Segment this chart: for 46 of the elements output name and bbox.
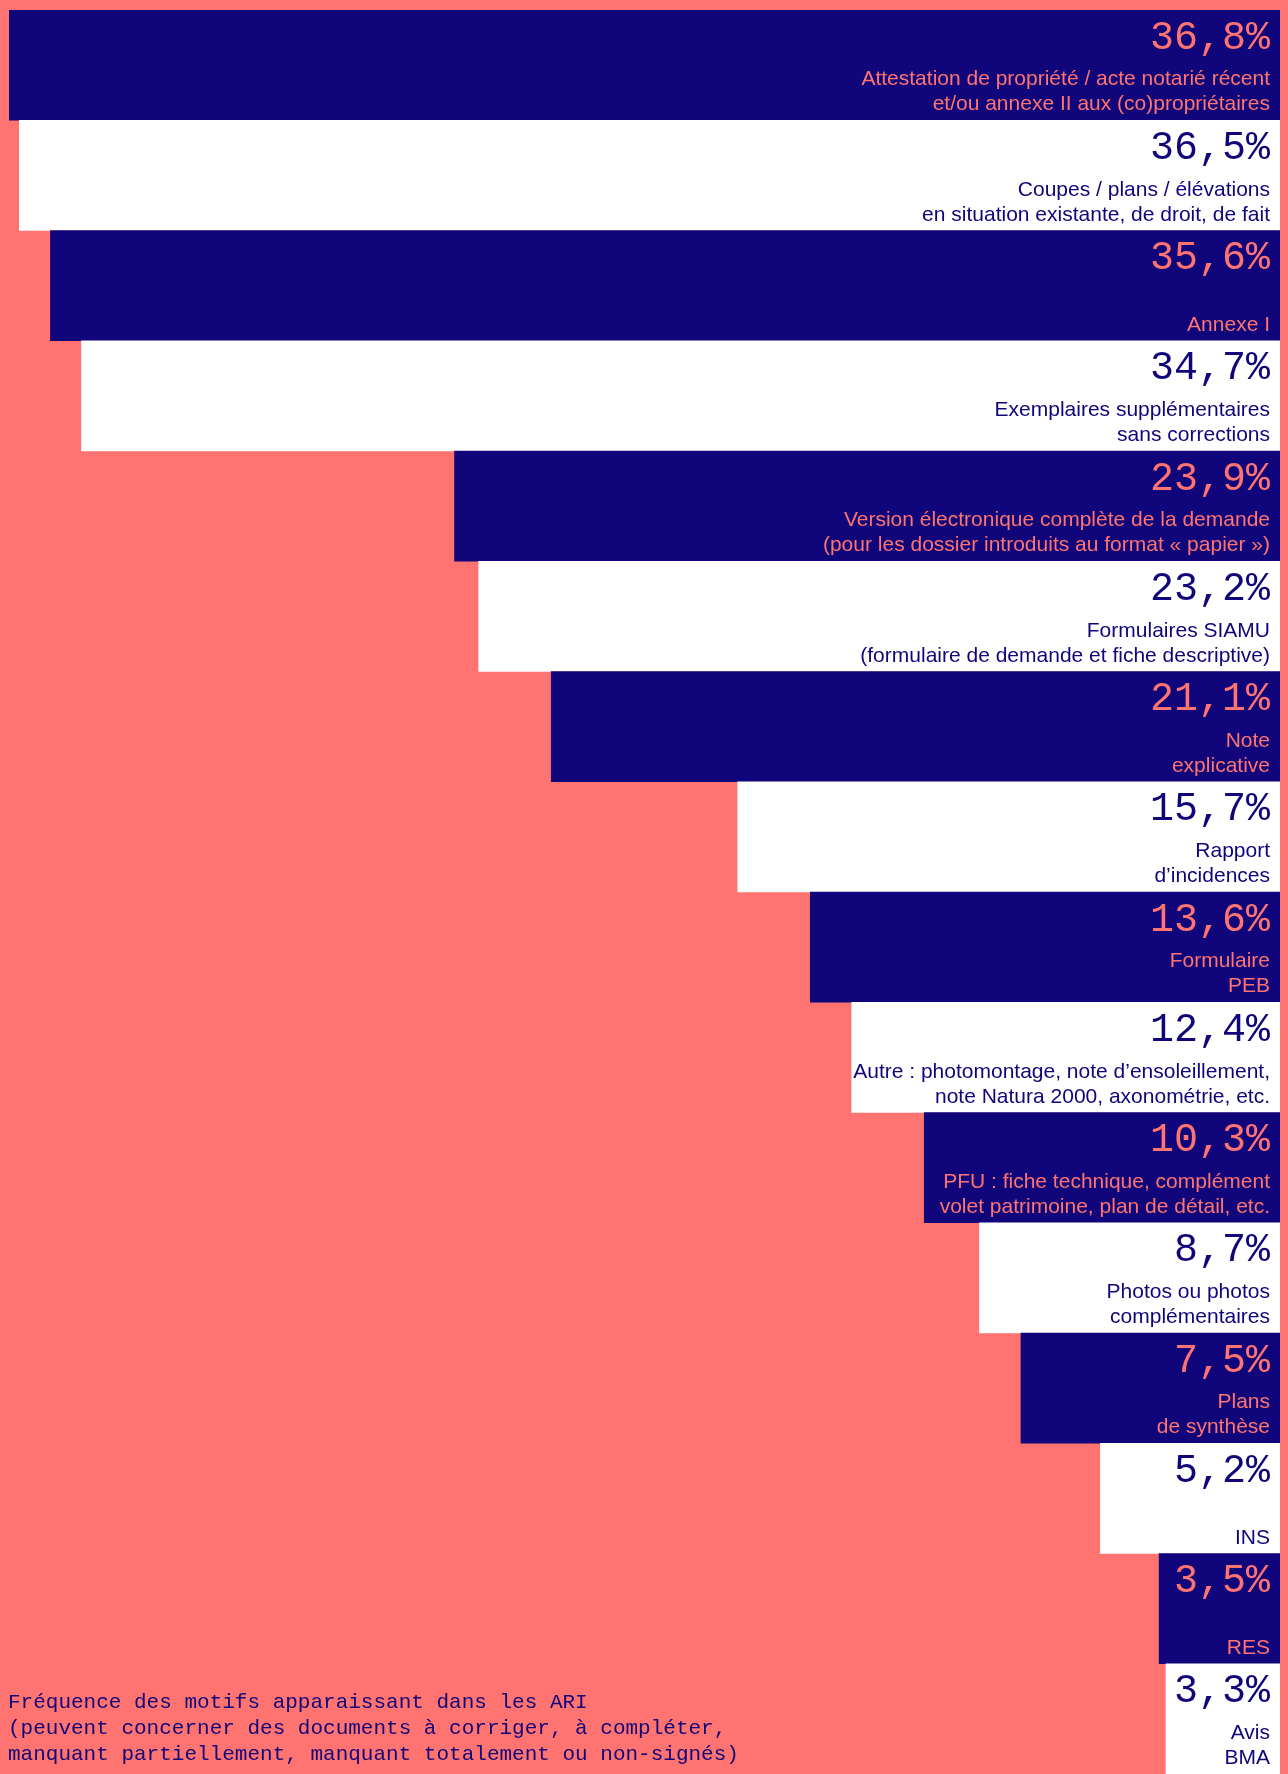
data-label: 12,4% [1149, 1007, 1271, 1053]
bar [19, 119, 1280, 231]
bar [1100, 1442, 1280, 1554]
data-label: 35,6% [1149, 236, 1271, 282]
y-tick-label: Version électronique complète de la demande (pour les dossier introduits au format « papier ») [822, 507, 1270, 556]
data-label: 36,8% [1149, 15, 1271, 61]
y-tick-label: PFU : fiche technique, complément volet patrimoine, plan de détail, etc. [939, 1168, 1271, 1217]
y-tick-label: Plans de synthèse [1156, 1389, 1270, 1438]
data-label: 8,7% [1173, 1228, 1271, 1274]
data-label: 34,7% [1149, 346, 1271, 392]
y-tick-label: Photos ou photos complémentaires [1106, 1279, 1270, 1327]
data-label: 23,9% [1149, 456, 1271, 502]
bar [50, 230, 1280, 342]
bar [1020, 1332, 1280, 1444]
bar [737, 781, 1280, 893]
y-tick-label: Exemplaires supplémentaires sans corrections [994, 397, 1270, 445]
y-tick-label: Coupes / plans / élévations en situation existante, de droit, de fait [922, 176, 1271, 225]
data-label: 7,5% [1173, 1338, 1271, 1384]
bar [81, 340, 1280, 452]
data-label: 15,7% [1149, 787, 1271, 833]
data-label: 3,3% [1173, 1669, 1271, 1715]
y-tick-label: Avis BMA [1224, 1720, 1270, 1768]
data-label: 3,5% [1173, 1559, 1271, 1605]
bar [1158, 1553, 1280, 1665]
y-tick-label: Attestation de propriété / acte notarié récent et/ou annexe II aux (co)propriétaires [861, 66, 1271, 115]
data-label: 21,1% [1149, 677, 1271, 723]
data-label: 36,5% [1149, 125, 1271, 171]
bar [809, 891, 1280, 1003]
bar [478, 560, 1280, 672]
y-tick-label: INS [1234, 1524, 1270, 1548]
y-tick-label: Note explicative [1171, 727, 1270, 776]
data-label: 5,2% [1173, 1448, 1271, 1494]
y-tick-label: RES [1226, 1634, 1270, 1658]
data-label: 10,3% [1149, 1118, 1271, 1164]
bar [454, 450, 1280, 562]
data-label: 23,2% [1149, 566, 1271, 612]
y-tick-label: Autre : photomontage, note d’ensoleillement, note Natura 2000, axonométrie, etc. [853, 1058, 1270, 1107]
bar [9, 10, 1280, 121]
y-tick-label: Formulaire PEB [1169, 948, 1270, 997]
data-label: 13,6% [1149, 897, 1271, 943]
y-tick-label: Formulaires SIAMU (formulaire de demande et fiche descriptive) [860, 617, 1270, 666]
y-tick-label: Annexe I [1187, 311, 1270, 335]
y-tick-label: Rapport d’incidences [1154, 838, 1271, 886]
annotation: Fréquence des motifs apparaissant dans les ARI (peuvent concerner des documents à corriger, à compléter, manquant partiellement, manquant totalement ou non-signés) [8, 1690, 739, 1768]
bar [979, 1222, 1280, 1334]
bar [550, 671, 1280, 783]
